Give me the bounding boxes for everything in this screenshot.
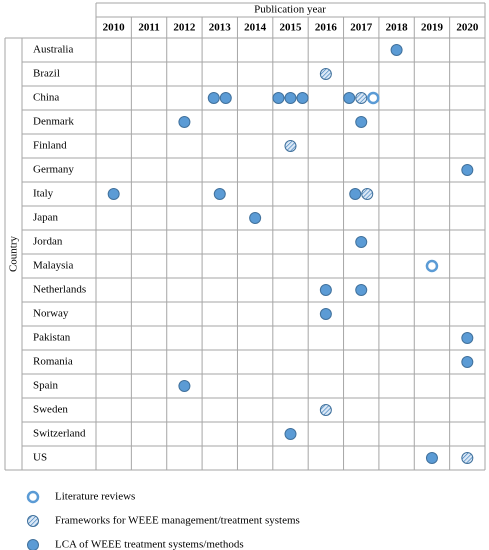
marker: [349, 188, 362, 200]
marker: [284, 140, 297, 152]
marker: [319, 284, 332, 296]
marker: [284, 428, 297, 440]
marker: [296, 92, 309, 104]
country-label: China: [33, 92, 59, 104]
row-label: Country: [8, 235, 20, 272]
year-label: 2016: [315, 22, 338, 34]
marker: [461, 164, 474, 176]
marker: [249, 212, 262, 224]
marker: [461, 356, 474, 368]
legend-marker: [27, 539, 39, 550]
country-label: Italy: [33, 188, 54, 200]
year-label: 2020: [456, 22, 479, 34]
marker: [272, 92, 285, 104]
country-label: Malaysia: [33, 260, 73, 272]
country-label: Finland: [33, 140, 67, 152]
marker: [213, 188, 226, 200]
year-label: 2019: [421, 22, 444, 34]
marker: [107, 188, 120, 200]
marker: [284, 92, 297, 104]
marker: [319, 68, 332, 80]
marker: [390, 44, 403, 56]
country-label: Australia: [33, 44, 73, 56]
year-label: 2012: [173, 22, 196, 34]
country-label: Brazil: [33, 68, 60, 80]
marker: [178, 380, 191, 392]
marker: [319, 404, 332, 416]
year-label: 2010: [103, 22, 126, 34]
marker: [178, 116, 191, 128]
year-label: 2017: [350, 22, 373, 34]
marker: [355, 116, 368, 128]
country-label: Romania: [33, 356, 73, 368]
legend-label: Literature reviews: [55, 491, 135, 503]
marker: [355, 284, 368, 296]
marker: [355, 236, 368, 248]
year-label: 2013: [209, 22, 232, 34]
marker: [343, 92, 356, 104]
marker: [425, 452, 438, 464]
year-label: 2015: [280, 22, 303, 34]
country-label: Switzerland: [33, 428, 86, 440]
country-label: US: [33, 452, 47, 464]
marker: [461, 332, 474, 344]
country-label: Germany: [33, 164, 74, 176]
marker: [425, 259, 439, 273]
legend-marker: [27, 515, 39, 527]
legend-label: Frameworks for WEEE management/treatment…: [55, 515, 300, 527]
marker: [366, 91, 380, 105]
marker: [207, 92, 220, 104]
country-label: Spain: [33, 380, 59, 392]
marker: [319, 308, 332, 320]
legend-marker: [26, 490, 40, 504]
year-label: 2014: [244, 22, 267, 34]
marker: [361, 188, 374, 200]
marker: [219, 92, 232, 104]
country-label: Pakistan: [33, 332, 71, 344]
legend-label: LCA of WEEE treatment systems/methods: [55, 539, 244, 550]
country-label: Sweden: [33, 404, 68, 416]
country-label: Netherlands: [33, 284, 86, 296]
country-label: Denmark: [33, 116, 74, 128]
year-label: 2011: [138, 22, 159, 34]
country-label: Jordan: [33, 236, 63, 248]
country-label: Japan: [33, 212, 59, 224]
year-label: 2018: [386, 22, 409, 34]
header-title: Publication year: [254, 4, 326, 16]
marker: [461, 452, 474, 464]
marker: [355, 92, 368, 104]
country-label: Norway: [33, 308, 69, 320]
